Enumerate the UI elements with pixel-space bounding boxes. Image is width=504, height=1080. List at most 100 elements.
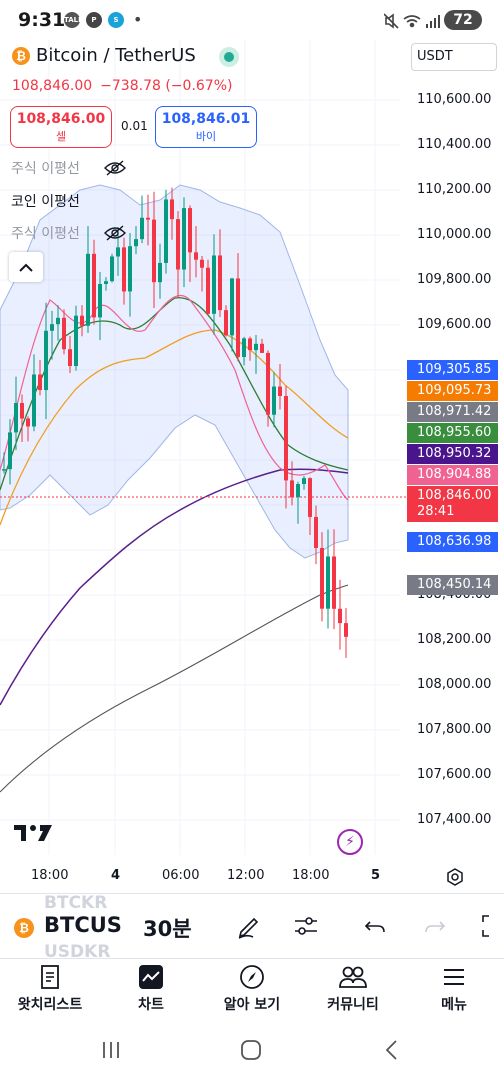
price-change: −738.78 (−0.67%) xyxy=(100,78,233,94)
price-tag-current: 108,846.00 28:41 xyxy=(407,486,498,522)
menu-icon xyxy=(444,969,464,985)
candle-body xyxy=(158,262,162,283)
buy-button[interactable]: 108,846.01 바이 xyxy=(155,106,257,148)
nav-watchlist[interactable]: 왓치리스트 xyxy=(0,962,100,1014)
fullscreen-icon[interactable] xyxy=(480,912,504,940)
spread-value: 0.01 xyxy=(121,119,148,133)
candle-body xyxy=(128,246,132,292)
y-tick: 110,600.00 xyxy=(416,91,493,108)
interval-selector[interactable]: 30분 xyxy=(143,917,192,941)
y-tick: 110,000.00 xyxy=(416,226,493,243)
redo-icon[interactable] xyxy=(420,912,448,940)
status-time: 9:31 xyxy=(18,9,66,31)
eye-hidden-icon[interactable] xyxy=(104,225,126,241)
y-tick: 108,000.00 xyxy=(416,676,493,693)
candle-body xyxy=(140,217,144,240)
ma-purple-line xyxy=(0,468,349,706)
bottom-navigation xyxy=(0,958,504,1024)
y-tick: 107,400.00 xyxy=(416,811,493,828)
nav-community[interactable]: 커뮤니티 xyxy=(303,962,403,1014)
nav-explore[interactable]: 알아 보기 xyxy=(202,962,302,1014)
x-tick: 4 xyxy=(111,868,121,883)
nav-chart[interactable]: 차트 xyxy=(101,962,201,1014)
candle-body xyxy=(284,395,288,481)
buy-price: 108,846.01 xyxy=(161,111,251,127)
candle-body xyxy=(2,469,6,471)
home-icon[interactable] xyxy=(240,1039,262,1061)
draw-pencil-icon[interactable] xyxy=(235,912,263,940)
candle-body xyxy=(110,256,114,282)
candle-body xyxy=(62,317,66,350)
legend-indicator-coin-ma[interactable]: 코인 이평선 xyxy=(11,194,80,210)
market-open-indicator xyxy=(219,47,239,67)
compass-icon xyxy=(240,965,264,989)
candle-body xyxy=(176,219,180,270)
symbol-selector[interactable]: BTCUS xyxy=(44,913,122,937)
nav-label: 차트 xyxy=(138,997,164,1013)
wifi-icon xyxy=(403,15,421,28)
price-row: 108,846.00 −738.78 (−0.67%) xyxy=(12,78,232,94)
legend-indicator-stock-ma-1[interactable]: 주식 이평선 xyxy=(11,161,80,177)
candle-body xyxy=(236,278,240,358)
currency-select[interactable]: USDT xyxy=(411,43,497,71)
candle-body xyxy=(182,208,186,270)
collapse-legend-button[interactable] xyxy=(9,252,43,282)
symbol-scroll-next: USDKR xyxy=(44,942,111,962)
candle-body xyxy=(344,623,348,637)
price-tag-bb-lower: 108,636.98 xyxy=(407,532,498,552)
chart-icon xyxy=(139,965,163,989)
y-tick: 110,200.00 xyxy=(416,181,493,198)
chevron-up-icon xyxy=(19,263,33,272)
eye-hidden-icon[interactable] xyxy=(104,160,126,176)
candle-body xyxy=(164,199,168,263)
candle-body xyxy=(92,253,96,318)
candle-body xyxy=(308,478,312,517)
grid-lines xyxy=(0,40,400,855)
candle-body xyxy=(278,386,282,396)
candle-body xyxy=(320,547,324,609)
candle-body xyxy=(206,267,210,314)
bitcoin-logo-icon: ₿ xyxy=(12,47,30,65)
current-price-value: 108,846.00 xyxy=(417,488,492,503)
bitcoin-logo-icon: ₿ xyxy=(14,918,34,938)
signal-icon xyxy=(426,15,440,28)
battery-indicator: 72 xyxy=(444,10,482,30)
back-icon[interactable] xyxy=(382,1039,402,1061)
candle-body xyxy=(200,259,204,268)
candle-body xyxy=(50,324,54,331)
candle-body xyxy=(104,281,108,284)
sell-button[interactable]: 108,846.00 셀 xyxy=(10,106,112,148)
flash-icon[interactable]: ⚡ xyxy=(337,829,363,855)
candle-body xyxy=(74,315,78,367)
price-tag-gray-ma: 108,971.42 xyxy=(407,402,498,422)
candle-body xyxy=(242,338,246,358)
candle-body xyxy=(98,283,102,318)
nav-label: 왓치리스트 xyxy=(17,997,83,1013)
price-tag-purple-ma: 108,950.32 xyxy=(407,444,498,464)
buy-label: 바이 xyxy=(195,130,217,143)
candle-body xyxy=(32,374,36,427)
candle-body xyxy=(266,352,270,415)
nav-menu[interactable]: 메뉴 xyxy=(404,962,504,1014)
recent-apps-icon[interactable] xyxy=(100,1040,122,1060)
price-chart[interactable] xyxy=(0,40,504,893)
x-tick: 18:00 xyxy=(31,868,69,883)
ma-pink-line xyxy=(0,294,349,501)
watchlist-icon xyxy=(41,965,59,989)
tradingview-logo xyxy=(14,823,52,848)
candle-body xyxy=(224,310,228,336)
legend-indicator-stock-ma-2[interactable]: 주식 이평선 xyxy=(11,226,80,242)
sell-price: 108,846.00 xyxy=(16,111,106,127)
hexagon-settings-icon[interactable] xyxy=(445,867,465,887)
candle-body xyxy=(56,317,60,325)
undo-icon[interactable] xyxy=(362,912,390,940)
candle-body xyxy=(20,402,24,419)
y-tick: 109,600.00 xyxy=(416,316,493,333)
candlestick-series xyxy=(2,187,348,658)
symbol-title[interactable]: Bitcoin / TetherUS xyxy=(36,45,196,66)
candle-body xyxy=(116,247,120,257)
indicators-icon[interactable] xyxy=(292,912,320,940)
system-navigation-bar xyxy=(0,1026,504,1080)
nav-label: 알아 보기 xyxy=(223,997,281,1013)
candle-body xyxy=(218,255,222,311)
